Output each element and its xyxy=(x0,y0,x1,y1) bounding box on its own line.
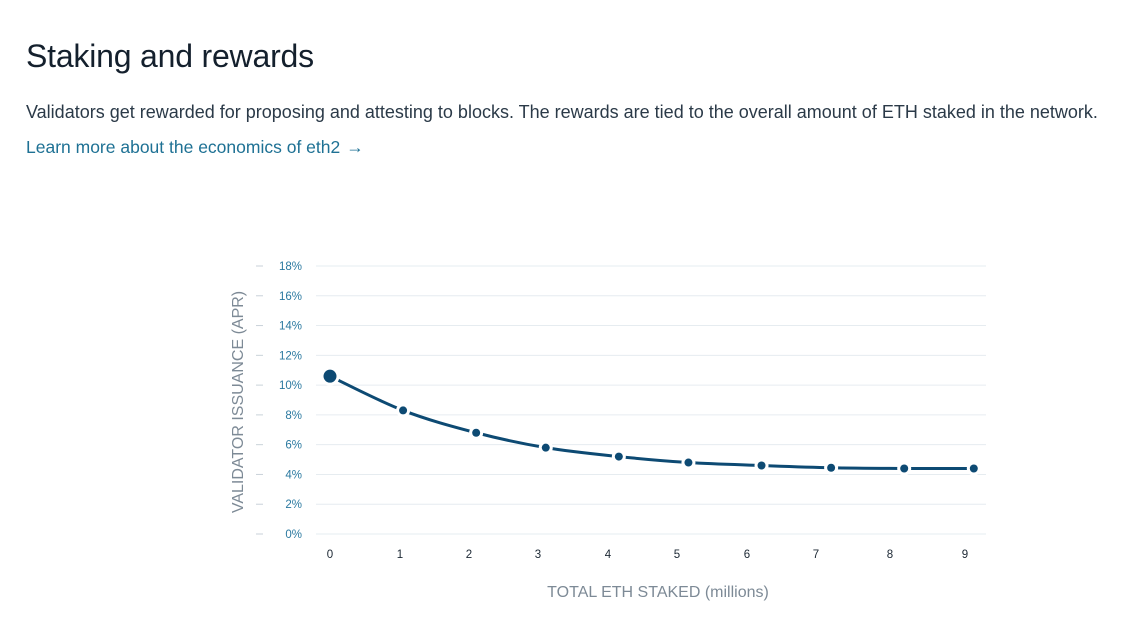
x-tick-label: 8 xyxy=(887,549,893,561)
data-point xyxy=(541,443,550,452)
y-tick-label: 12% xyxy=(279,350,302,362)
y-tick-label: 18% xyxy=(279,261,302,273)
x-tick-label: 6 xyxy=(744,549,750,561)
learn-more-link-label: Learn more about the economics of eth2 xyxy=(26,137,341,157)
section-description: Validators get rewarded for proposing an… xyxy=(26,102,1098,122)
y-tick-label: 2% xyxy=(285,499,302,511)
data-point xyxy=(900,464,909,473)
x-tick-label: 9 xyxy=(962,549,968,561)
arrow-right-icon: → xyxy=(346,137,364,157)
y-tick-label: 6% xyxy=(285,440,302,452)
data-point xyxy=(757,461,766,470)
data-point xyxy=(399,406,408,415)
y-tick-label: 14% xyxy=(279,321,302,333)
y-tick-label: 16% xyxy=(279,291,302,303)
x-tick-label: 7 xyxy=(813,549,819,561)
data-point xyxy=(969,464,978,473)
y-axis-title: VALIDATOR ISSUANCE (APR) xyxy=(230,291,247,513)
data-point xyxy=(323,369,337,383)
data-point xyxy=(614,452,623,461)
x-tick-label: 1 xyxy=(397,549,403,561)
series-line-group xyxy=(328,374,976,471)
gridlines xyxy=(256,265,986,535)
data-point xyxy=(827,463,836,472)
section-title: Staking and rewards xyxy=(26,38,314,74)
x-tick-label: 4 xyxy=(605,549,612,561)
data-point xyxy=(684,458,693,467)
y-tick-label: 0% xyxy=(285,529,302,541)
y-tick-label: 10% xyxy=(279,380,302,392)
data-point xyxy=(472,428,481,437)
x-tick-label: 5 xyxy=(674,549,680,561)
y-tick-label: 4% xyxy=(285,469,302,481)
x-tick-label: 0 xyxy=(327,549,333,561)
x-axis-title: TOTAL ETH STAKED (millions) xyxy=(547,584,769,601)
series-line xyxy=(328,374,976,471)
x-tick-label: 2 xyxy=(466,549,472,561)
y-axis-ticks: 0% 2% 4% 6% 8% 10% 12% 14% 16% 18% xyxy=(279,261,302,541)
y-tick-label: 8% xyxy=(285,410,302,422)
learn-more-link[interactable]: Learn more about the economics of eth2 → xyxy=(26,136,364,158)
series-points xyxy=(320,366,981,476)
x-tick-label: 3 xyxy=(535,549,541,561)
x-axis-ticks: 0 1 2 3 4 5 6 7 8 9 xyxy=(327,549,968,561)
